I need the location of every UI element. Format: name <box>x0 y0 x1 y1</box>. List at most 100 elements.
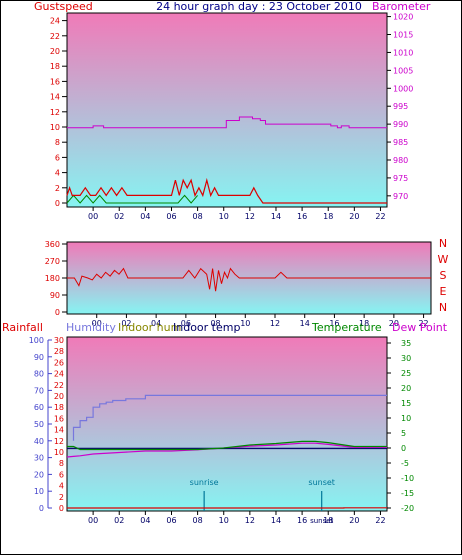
panel3-x-tick-label: 10 <box>219 516 229 525</box>
temp-y-tick-label: -10 <box>401 474 414 483</box>
panel3-x-tick-label: 16 <box>297 516 307 525</box>
gust-y-tick-label: 14 <box>50 93 60 102</box>
rainfall-y-tick-label: 2 <box>59 493 64 502</box>
rainfall-y-tick-label: 26 <box>54 358 64 367</box>
panel3-x-tick-label: 12 <box>245 516 255 525</box>
humidity-y-tick-label: 0 <box>39 504 44 513</box>
panel1-x-tick-label: 16 <box>297 212 307 221</box>
rainfall-y-tick-label: 28 <box>54 347 64 356</box>
baro-y-tick-label: 985 <box>393 138 408 147</box>
gust-y-tick-label: 2 <box>55 184 60 193</box>
dir-y-tick-label: 0 <box>55 308 60 317</box>
baro-y-tick-label: 1015 <box>393 31 413 40</box>
humidity-y-tick-label: 100 <box>29 336 44 345</box>
gust-y-tick-label: 24 <box>50 17 60 26</box>
panel3-x-tick-label: 20 <box>349 516 359 525</box>
humidity-y-tick-label: 70 <box>34 386 44 395</box>
dir-y-tick-label: 270 <box>45 257 60 266</box>
humidity-y-tick-label: 20 <box>34 470 44 479</box>
baro-y-tick-label: 975 <box>393 174 408 183</box>
temp-y-tick-label: 0 <box>401 444 406 453</box>
panel3-x-tick-label: 06 <box>166 516 176 525</box>
panel1-x-tick-label: 10 <box>219 212 229 221</box>
panel1-x-tick-label: 20 <box>349 212 359 221</box>
gust-y-tick-label: 0 <box>55 199 60 208</box>
panel3-plot-area <box>67 337 387 511</box>
temp-y-tick-label: 5 <box>401 429 406 438</box>
indoor-temp-label: Indoor temp <box>173 321 240 334</box>
temp-y-tick-label: 35 <box>401 339 411 348</box>
rainfall-y-tick-label: 8 <box>59 459 64 468</box>
rainfall-y-tick-label: 12 <box>54 437 64 446</box>
panel2-x-tick-label: 14 <box>300 319 310 328</box>
humidity-label: Humidity <box>66 321 116 334</box>
gust-y-tick-label: 10 <box>50 123 60 132</box>
panel2-x-tick-label: 10 <box>240 319 250 328</box>
rainfall-y-tick-label: 16 <box>54 414 64 423</box>
baro-y-tick-label: 995 <box>393 102 408 111</box>
rainfall-y-tick-label: 24 <box>54 370 64 379</box>
panel3-x-tick-label: 22 <box>375 516 385 525</box>
gust-y-tick-label: 22 <box>50 32 60 41</box>
rainfall-y-tick-label: 4 <box>59 482 64 491</box>
gust-y-tick-label: 8 <box>55 138 60 147</box>
humidity-y-tick-label: 10 <box>34 487 44 496</box>
gust-y-tick-label: 6 <box>55 153 60 162</box>
rainfall-y-tick-label: 6 <box>59 470 64 479</box>
rainfall-y-tick-label: 14 <box>54 426 64 435</box>
temp-y-tick-label: 30 <box>401 354 411 363</box>
panel1-x-tick-label: 06 <box>166 212 176 221</box>
panel2-x-tick-label: 12 <box>270 319 280 328</box>
barometer-label: Barometer <box>372 0 431 13</box>
compass-label: N <box>439 237 447 250</box>
gust-y-tick-label: 18 <box>50 62 60 71</box>
rainfall-y-tick-label: 10 <box>54 448 64 457</box>
panel1-plot-area <box>67 13 387 207</box>
rainfall-y-tick-label: 30 <box>54 336 64 345</box>
indoor-hum-label: Indoor hum <box>118 321 181 334</box>
temp-y-tick-label: 15 <box>401 399 411 408</box>
panel1-x-tick-label: 18 <box>323 212 333 221</box>
panel3-x-tick-label: 00 <box>88 516 98 525</box>
baro-y-tick-label: 990 <box>393 120 408 129</box>
panel3-x-tick-label: 04 <box>140 516 150 525</box>
rainfall-label: Rainfall <box>2 321 43 334</box>
temperature-label: Temperature <box>311 321 382 334</box>
dir-y-tick-label: 180 <box>45 274 60 283</box>
baro-y-tick-label: 1005 <box>393 66 413 75</box>
temp-y-tick-label: -20 <box>401 504 414 513</box>
panel1-x-tick-label: 14 <box>271 212 281 221</box>
dew-point-label: Dew Point <box>392 321 448 334</box>
baro-y-tick-label: 1020 <box>393 13 413 22</box>
panel1-x-tick-label: 12 <box>245 212 255 221</box>
rainfall-y-tick-label: 20 <box>54 392 64 401</box>
annotation-label: sunrise <box>190 478 219 487</box>
temp-y-tick-label: -5 <box>401 459 409 468</box>
rainfall-y-tick-label: 0 <box>59 504 64 513</box>
temp-y-tick-label: -15 <box>401 489 414 498</box>
compass-label: W <box>438 253 449 266</box>
gust-y-tick-label: 16 <box>50 77 60 86</box>
baro-y-tick-label: 980 <box>393 156 408 165</box>
annotation-label: sunset <box>308 478 335 487</box>
panel1-x-tick-label: 04 <box>140 212 150 221</box>
gust-y-tick-label: 20 <box>50 47 60 56</box>
compass-label: E <box>440 285 447 298</box>
humidity-y-tick-label: 80 <box>34 370 44 379</box>
dir-y-tick-label: 90 <box>50 291 60 300</box>
panel3-x-tick-label: 08 <box>193 516 203 525</box>
humidity-y-tick-label: 90 <box>34 353 44 362</box>
temp-y-tick-label: 25 <box>401 369 411 378</box>
dir-y-tick-label: 360 <box>45 240 60 249</box>
humidity-y-tick-label: 30 <box>34 454 44 463</box>
panel1-x-tick-label: 08 <box>193 212 203 221</box>
gust-y-tick-label: 12 <box>50 108 60 117</box>
sunset-axis-label: sunset <box>310 517 333 525</box>
chart-title: 24 hour graph day : 23 October 2010 <box>156 0 362 13</box>
baro-y-tick-label: 1000 <box>393 84 413 93</box>
panel3-x-tick-label: 14 <box>271 516 281 525</box>
baro-y-tick-label: 970 <box>393 192 408 201</box>
humidity-y-tick-label: 40 <box>34 437 44 446</box>
